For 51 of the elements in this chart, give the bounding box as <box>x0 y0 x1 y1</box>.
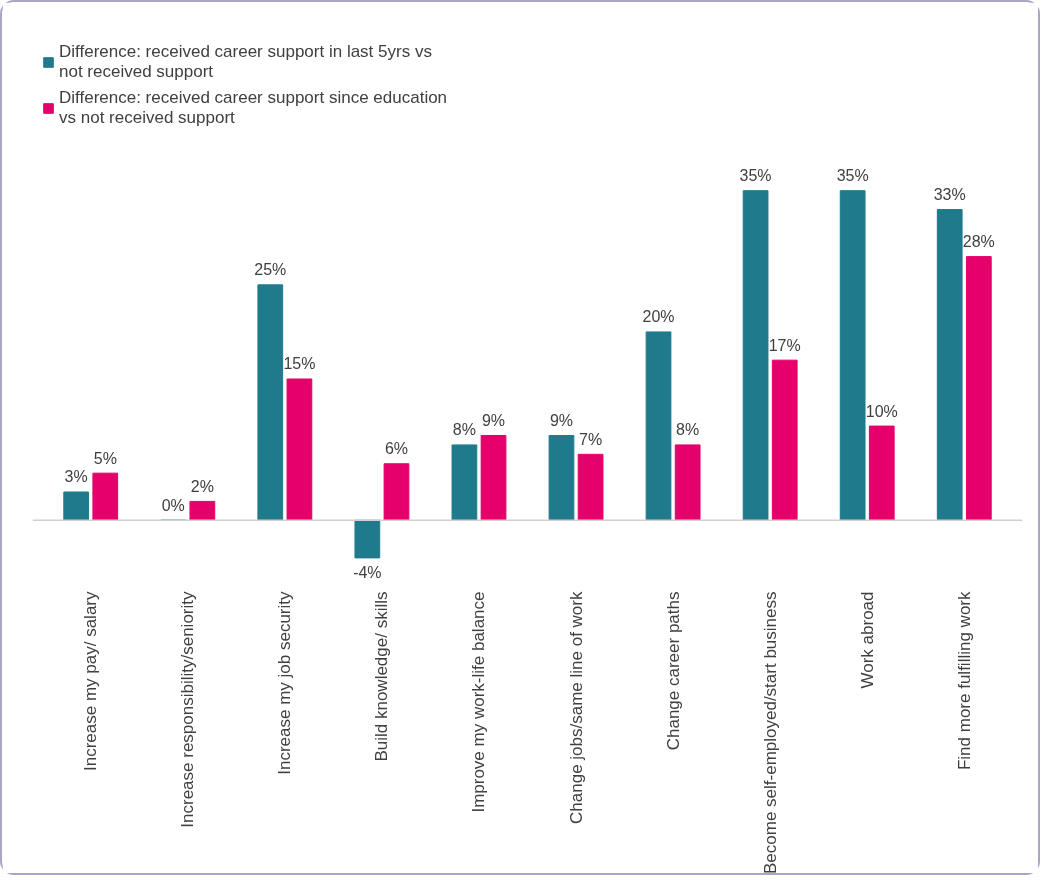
x-tick-label: Change career paths <box>663 591 683 751</box>
bar <box>383 463 410 521</box>
data-label: 15% <box>283 355 316 373</box>
data-label: 17% <box>768 336 801 354</box>
bar <box>286 378 313 521</box>
bar <box>742 190 769 521</box>
bar <box>257 284 284 521</box>
data-label: -4% <box>353 564 382 582</box>
bar <box>577 453 604 521</box>
bar <box>771 359 798 521</box>
bar <box>645 331 672 521</box>
bar <box>839 190 866 521</box>
data-label: 20% <box>642 308 675 326</box>
data-label: 25% <box>254 261 287 279</box>
x-tick-label: Change jobs/same line of work <box>566 591 586 824</box>
data-label: 10% <box>865 402 898 420</box>
bar <box>965 256 992 521</box>
x-tick-label: Increase my job security <box>275 591 295 775</box>
x-tick-label: Build knowledge/ skills <box>372 591 392 762</box>
legend-label: Difference: received career support in last 5yrs vs not received support <box>59 42 432 82</box>
data-label: 2% <box>190 477 214 495</box>
bar <box>92 472 119 521</box>
bar <box>63 491 90 521</box>
bar <box>451 444 478 521</box>
x-tick-label: Increase my pay/ salary <box>81 591 101 772</box>
data-label: 28% <box>962 233 995 251</box>
bar <box>868 425 895 521</box>
legend-label: Difference: received career support since education vs not received support <box>59 88 448 128</box>
bar <box>674 444 701 521</box>
data-label: 5% <box>93 449 117 467</box>
x-tick-label: Work abroad <box>857 591 877 689</box>
bar <box>480 435 507 521</box>
bar <box>548 435 575 521</box>
data-label: 3% <box>64 468 88 486</box>
x-tick-label: Find more fulfilling work <box>954 591 974 771</box>
x-tick-label: Become self-employed/start business <box>760 591 780 875</box>
data-label: 6% <box>384 440 409 458</box>
x-tick-label: Improve my work-life balance <box>469 591 489 813</box>
bar <box>189 500 216 521</box>
x-tick-label: Increase responsibility/seniority <box>178 591 198 828</box>
data-label: 8% <box>676 421 700 439</box>
data-label: 9% <box>481 411 506 429</box>
data-label: 35% <box>739 167 772 185</box>
data-label: 0% <box>161 496 185 514</box>
bar <box>936 209 963 521</box>
data-label: 7% <box>579 430 603 448</box>
data-label: 8% <box>452 421 476 439</box>
data-label: 33% <box>933 185 966 203</box>
data-label: 9% <box>549 411 574 429</box>
bar <box>354 519 381 559</box>
data-label: 35% <box>836 167 869 185</box>
